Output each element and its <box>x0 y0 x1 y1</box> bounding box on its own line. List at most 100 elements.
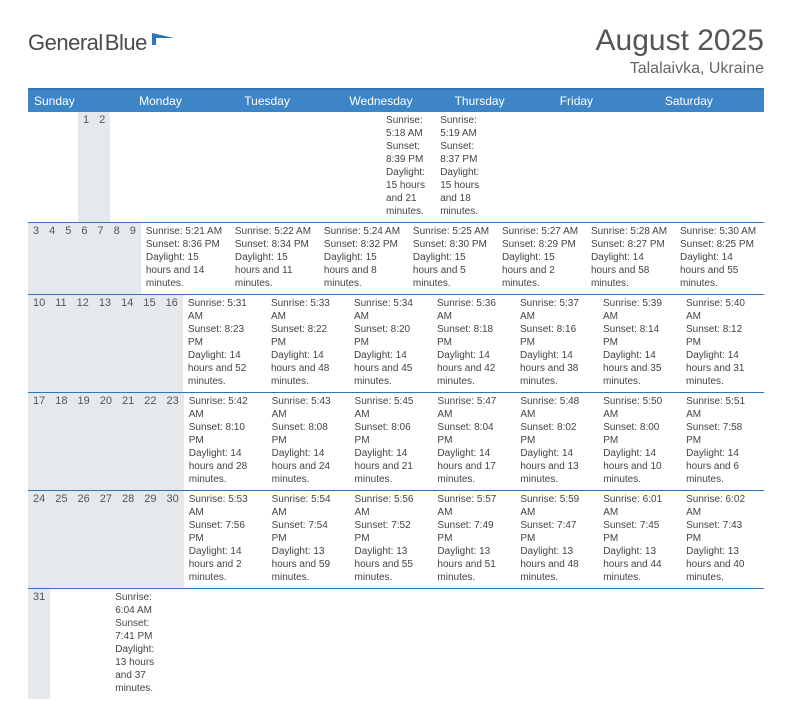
calendar-grid: Sunday Monday Tuesday Wednesday Thursday… <box>28 88 764 699</box>
day-number-row: 24252627282930 <box>28 491 184 588</box>
sunrise-text: Sunrise: 5:21 AM <box>146 225 225 238</box>
daylight-text: Daylight: 13 hours and 44 minutes. <box>603 545 676 584</box>
day-number-cell: 24 <box>28 491 50 588</box>
day-detail-cell <box>159 589 188 699</box>
sunrise-text: Sunrise: 5:54 AM <box>272 493 345 519</box>
day-detail-cell: Sunrise: 5:22 AMSunset: 8:34 PMDaylight:… <box>230 223 319 294</box>
sunset-text: Sunset: 8:18 PM <box>437 323 510 349</box>
sunrise-text: Sunrise: 6:02 AM <box>686 493 759 519</box>
weekday-label: Tuesday <box>238 90 343 112</box>
day-detail-cell: Sunrise: 5:24 AMSunset: 8:32 PMDaylight:… <box>319 223 408 294</box>
daylight-text: Daylight: 14 hours and 6 minutes. <box>686 447 759 486</box>
day-number-row: 17181920212223 <box>28 393 184 490</box>
day-number-cell: 10 <box>28 295 50 392</box>
day-detail-cell: Sunrise: 5:39 AMSunset: 8:14 PMDaylight:… <box>598 295 681 392</box>
weekday-label: Wednesday <box>343 90 448 112</box>
day-detail-cell: Sunrise: 5:51 AMSunset: 7:58 PMDaylight:… <box>681 393 764 490</box>
day-detail-cell: Sunrise: 6:04 AMSunset: 7:41 PMDaylight:… <box>110 589 159 699</box>
daylight-text: Daylight: 14 hours and 45 minutes. <box>354 349 427 388</box>
day-detail-cell <box>327 112 381 222</box>
brand-logo: GeneralBlue <box>28 30 174 56</box>
day-number: 28 <box>122 492 134 506</box>
sunrise-text: Sunrise: 5:48 AM <box>520 395 593 421</box>
sunset-text: Sunset: 8:29 PM <box>502 238 581 251</box>
day-detail-row: Sunrise: 5:31 AMSunset: 8:23 PMDaylight:… <box>183 295 764 392</box>
calendar-page: GeneralBlue August 2025 Talalaivka, Ukra… <box>0 0 792 711</box>
day-number-cell <box>68 112 78 222</box>
daylight-text: Daylight: 15 hours and 5 minutes. <box>413 251 492 290</box>
day-detail-cell: Sunrise: 6:02 AMSunset: 7:43 PMDaylight:… <box>681 491 764 588</box>
day-number-cell: 9 <box>125 223 141 294</box>
sunset-text: Sunset: 8:27 PM <box>591 238 670 251</box>
day-detail-cell: Sunrise: 5:43 AMSunset: 8:08 PMDaylight:… <box>267 393 350 490</box>
day-number-cell: 19 <box>73 393 95 490</box>
day-number: 2 <box>99 113 105 127</box>
daylight-text: Daylight: 15 hours and 8 minutes. <box>324 251 403 290</box>
day-detail-cell: Sunrise: 5:34 AMSunset: 8:20 PMDaylight:… <box>349 295 432 392</box>
location-subtitle: Talalaivka, Ukraine <box>596 60 764 78</box>
day-number: 13 <box>99 296 111 310</box>
sunset-text: Sunset: 7:41 PM <box>115 617 154 643</box>
sunset-text: Sunset: 8:16 PM <box>520 323 593 349</box>
day-number-cell: 30 <box>162 491 184 588</box>
day-detail-row: Sunrise: 5:18 AMSunset: 8:39 PMDaylight:… <box>110 112 489 222</box>
day-detail-cell: Sunrise: 5:53 AMSunset: 7:56 PMDaylight:… <box>184 491 267 588</box>
day-number-cell: 6 <box>76 223 92 294</box>
daylight-text: Daylight: 14 hours and 17 minutes. <box>437 447 510 486</box>
day-number-cell <box>48 112 58 222</box>
brand-name-1: General <box>28 30 103 56</box>
sunset-text: Sunset: 8:10 PM <box>189 421 262 447</box>
sunrise-text: Sunrise: 5:57 AM <box>437 493 510 519</box>
daylight-text: Daylight: 14 hours and 38 minutes. <box>520 349 593 388</box>
sunset-text: Sunset: 8:23 PM <box>188 323 261 349</box>
sunrise-text: Sunrise: 5:24 AM <box>324 225 403 238</box>
day-number-row: 3456789 <box>28 223 141 294</box>
calendar-week: 17181920212223Sunrise: 5:42 AMSunset: 8:… <box>28 393 764 491</box>
sunrise-text: Sunrise: 5:59 AM <box>520 493 593 519</box>
day-number: 21 <box>122 394 134 408</box>
day-number-cell: 5 <box>60 223 76 294</box>
sunrise-text: Sunrise: 5:22 AM <box>235 225 314 238</box>
weekday-label: Thursday <box>449 90 554 112</box>
day-detail-cell: Sunrise: 5:48 AMSunset: 8:02 PMDaylight:… <box>515 393 598 490</box>
weekday-label: Friday <box>554 90 659 112</box>
sunrise-text: Sunrise: 5:39 AM <box>603 297 676 323</box>
day-detail-cell <box>110 112 164 222</box>
daylight-text: Daylight: 15 hours and 21 minutes. <box>386 166 430 218</box>
calendar-week: 10111213141516Sunrise: 5:31 AMSunset: 8:… <box>28 295 764 393</box>
day-number-cell: 28 <box>117 491 139 588</box>
day-number-cell: 12 <box>72 295 94 392</box>
sunrise-text: Sunrise: 6:01 AM <box>603 493 676 519</box>
sunrise-text: Sunrise: 6:04 AM <box>115 591 154 617</box>
day-number-cell <box>100 589 110 699</box>
day-detail-cell: Sunrise: 5:57 AMSunset: 7:49 PMDaylight:… <box>432 491 515 588</box>
day-number-cell <box>28 112 38 222</box>
day-number-cell: 8 <box>109 223 125 294</box>
day-number-cell <box>58 112 68 222</box>
sunset-text: Sunset: 8:00 PM <box>603 421 676 447</box>
day-number-row: 31 <box>28 589 110 699</box>
sunset-text: Sunset: 8:32 PM <box>324 238 403 251</box>
day-detail-row: Sunrise: 5:21 AMSunset: 8:36 PMDaylight:… <box>141 223 764 294</box>
daylight-text: Daylight: 14 hours and 35 minutes. <box>603 349 676 388</box>
day-detail-cell: Sunrise: 5:28 AMSunset: 8:27 PMDaylight:… <box>586 223 675 294</box>
sunset-text: Sunset: 7:52 PM <box>355 519 428 545</box>
day-number-cell: 2 <box>94 112 110 222</box>
sunrise-text: Sunrise: 5:50 AM <box>603 395 676 421</box>
day-number-cell: 15 <box>138 295 160 392</box>
day-number: 18 <box>55 394 67 408</box>
day-detail-cell: Sunrise: 5:45 AMSunset: 8:06 PMDaylight:… <box>350 393 433 490</box>
sunrise-text: Sunrise: 5:43 AM <box>272 395 345 421</box>
title-block: August 2025 Talalaivka, Ukraine <box>596 24 764 78</box>
sunset-text: Sunset: 7:45 PM <box>603 519 676 545</box>
sunset-text: Sunset: 7:43 PM <box>686 519 759 545</box>
day-detail-cell: Sunrise: 5:59 AMSunset: 7:47 PMDaylight:… <box>515 491 598 588</box>
sunset-text: Sunset: 8:14 PM <box>603 323 676 349</box>
day-number-cell <box>50 589 60 699</box>
calendar-week: 12Sunrise: 5:18 AMSunset: 8:39 PMDayligh… <box>28 112 764 223</box>
day-number-cell: 13 <box>94 295 116 392</box>
day-number-cell: 22 <box>139 393 161 490</box>
sunset-text: Sunset: 7:56 PM <box>189 519 262 545</box>
day-number-cell <box>80 589 90 699</box>
daylight-text: Daylight: 15 hours and 2 minutes. <box>502 251 581 290</box>
